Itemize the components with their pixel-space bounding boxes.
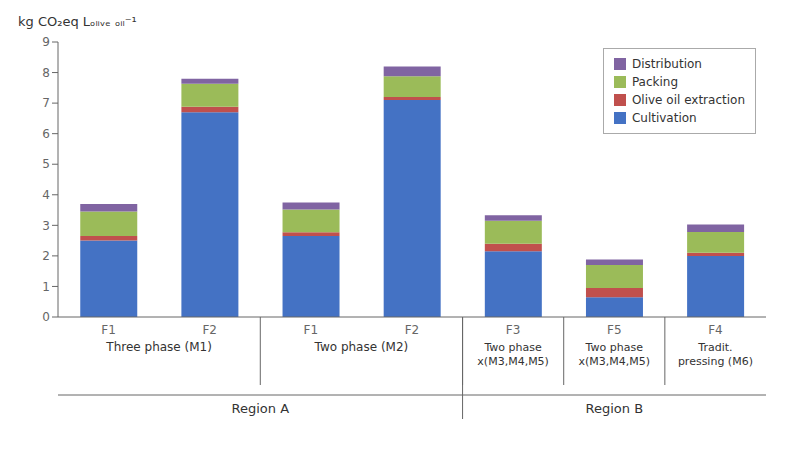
html-text:Olive oil extraction: Olive oil extraction — [631, 93, 745, 107]
svg-text:3: 3 — [42, 219, 50, 233]
svg-text:9: 9 — [42, 35, 50, 49]
svg-text:kg CO₂eq Lₒₗᵢᵥₑ ₒᵢₗ⁻¹: kg CO₂eq Lₒₗᵢᵥₑ ₒᵢₗ⁻¹ — [18, 14, 137, 29]
svg-text:F4: F4 — [708, 323, 723, 337]
svg-text:F1: F1 — [101, 323, 116, 337]
svg-text:Region B: Region B — [586, 401, 644, 416]
svg-text:2: 2 — [42, 249, 50, 263]
svg-text:5: 5 — [42, 157, 50, 171]
svg-text:Region A: Region A — [232, 401, 290, 416]
svg-text:Two phase (M2): Two phase (M2) — [314, 340, 409, 354]
svg-text:8: 8 — [42, 66, 50, 80]
html-text:Distribution: Distribution — [631, 57, 702, 71]
svg-text:F3: F3 — [506, 323, 521, 337]
svg-text:F2: F2 — [202, 323, 217, 337]
svg-text:Two phasex(M3,M4,M5): Two phasex(M3,M4,M5) — [579, 341, 651, 368]
svg-text:Two phasex(M3,M4,M5): Two phasex(M3,M4,M5) — [477, 341, 549, 368]
svg-text:Three phase (M1): Three phase (M1) — [105, 340, 212, 354]
html-text:Packing: Packing — [631, 75, 679, 89]
html-text:Cultivation: Cultivation — [631, 111, 697, 125]
svg-text:F2: F2 — [405, 323, 420, 337]
svg-text:1: 1 — [42, 280, 50, 294]
svg-text:7: 7 — [42, 96, 50, 110]
svg-text:6: 6 — [42, 127, 50, 141]
svg-text:F5: F5 — [607, 323, 622, 337]
svg-text:4: 4 — [42, 188, 50, 202]
svg-text:0: 0 — [42, 310, 50, 324]
svg-text:F1: F1 — [304, 323, 319, 337]
svg-text:Tradit.pressing (M6): Tradit.pressing (M6) — [678, 341, 753, 368]
